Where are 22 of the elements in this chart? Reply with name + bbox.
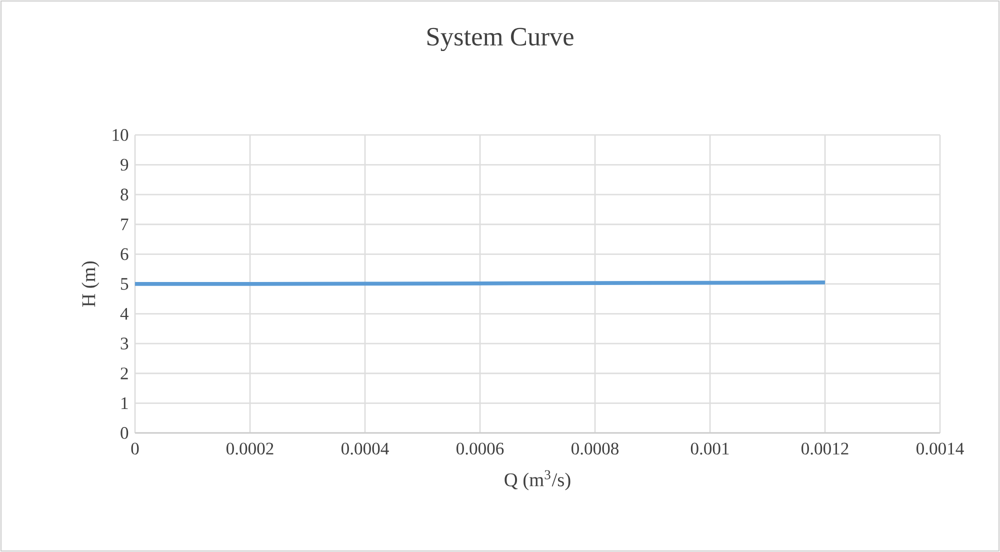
x-tick-label: 0.0004	[342, 442, 389, 455]
y-tick-label: 0	[120, 427, 128, 439]
y-axis-title: H (m)	[82, 261, 100, 307]
x-tick-label: 0	[131, 442, 139, 455]
y-tick-label: 1	[122, 397, 128, 409]
y-tick-label: 8	[120, 188, 128, 201]
x-tick-label: 0.0014	[916, 442, 964, 455]
y-tick-label: 10	[112, 129, 128, 141]
x-tick-label: 0.001	[690, 442, 729, 455]
y-tick-label: 4	[120, 308, 129, 320]
x-tick-label: 0.0006	[456, 442, 504, 455]
x-axis-title: Q (m$^{3}$/s)	[504, 470, 570, 490]
y-tick-label: 2	[120, 368, 128, 380]
y-tick-label: 3	[120, 338, 128, 350]
y-tick-label: 9	[120, 158, 128, 171]
x-tick-label: 0.0012	[802, 442, 848, 455]
chart-title: System Curve	[427, 28, 574, 52]
y-tick-label: 6	[120, 248, 128, 260]
y-tick-label: 5	[121, 278, 128, 290]
y-tick-label: 7	[121, 218, 128, 230]
x-tick-label: 0.0002	[226, 442, 274, 455]
x-tick-label: 0.0008	[572, 442, 619, 455]
